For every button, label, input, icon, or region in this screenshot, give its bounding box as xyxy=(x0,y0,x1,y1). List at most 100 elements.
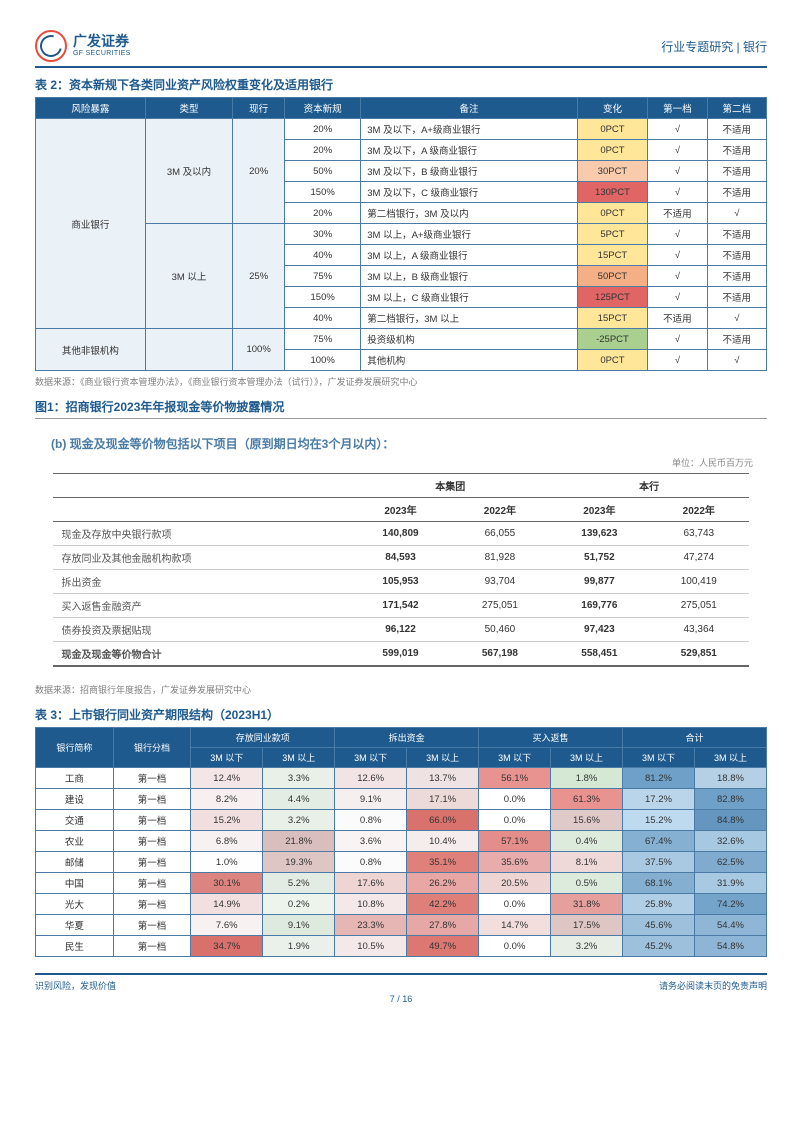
table3-cell: 45.6% xyxy=(623,915,695,936)
table3-cell: 华夏 xyxy=(36,915,114,936)
table2-cell: √ xyxy=(648,350,707,371)
table3-header: 拆出资金 xyxy=(335,728,479,748)
table2-cell: 商业银行 xyxy=(36,119,146,329)
table2-cell: 0PCT xyxy=(577,119,648,140)
table3-cell: 第一档 xyxy=(113,936,191,957)
table3-subheader: 3M 以下 xyxy=(191,748,263,768)
fig1-unit: 单位：人民币百万元 xyxy=(39,456,753,469)
table3-cell: 3.3% xyxy=(263,768,335,789)
table3-cell: 82.8% xyxy=(694,789,766,810)
table3-cell: 第一档 xyxy=(113,852,191,873)
fig-cell: 100,419 xyxy=(649,570,748,594)
fig-year: 2023年 xyxy=(351,498,450,522)
page-header: 广发证券 GF SECURITIES 行业专题研究 | 银行 xyxy=(35,30,767,68)
table2-header: 资本新规 xyxy=(285,98,361,119)
fig-cell: 84,593 xyxy=(351,546,450,570)
table2-cell: 第二档银行，3M 及以内 xyxy=(361,203,577,224)
table3-cell: 49.7% xyxy=(407,936,479,957)
table3-cell: 第一档 xyxy=(113,915,191,936)
table2-cell: 不适用 xyxy=(707,140,766,161)
table3-cell: 17.6% xyxy=(335,873,407,894)
table3-cell: 35.6% xyxy=(479,852,551,873)
table3-cell: 67.4% xyxy=(623,831,695,852)
table2-cell: √ xyxy=(648,140,707,161)
table2-cell: 0PCT xyxy=(577,203,648,224)
fig1-title: 图1：招商银行2023年年报现金等价物披露情况 xyxy=(35,398,767,419)
table3-cell: 0.5% xyxy=(551,873,623,894)
fig-cell: 139,623 xyxy=(550,522,649,546)
table2-cell: √ xyxy=(648,266,707,287)
table3-cell: 0.0% xyxy=(479,936,551,957)
fig-cell: 558,451 xyxy=(550,642,649,667)
table3-cell: 0.0% xyxy=(479,789,551,810)
table3-cell: 交通 xyxy=(36,810,114,831)
page-footer: 识别风险，发现价值 请务必阅读末页的免责声明 xyxy=(35,973,767,992)
fig-cell: 97,423 xyxy=(550,618,649,642)
table3-cell: 14.9% xyxy=(191,894,263,915)
table3-cell: 84.8% xyxy=(694,810,766,831)
table3-cell: 17.2% xyxy=(623,789,695,810)
table2-cell: 30PCT xyxy=(577,161,648,182)
table3-cell: 21.8% xyxy=(263,831,335,852)
table3-cell: 13.7% xyxy=(407,768,479,789)
fig-cell: 47,274 xyxy=(649,546,748,570)
table3-cell: 66.0% xyxy=(407,810,479,831)
table3-cell: 62.5% xyxy=(694,852,766,873)
header-right: 行业专题研究 | 银行 xyxy=(661,38,767,55)
table3-cell: 18.8% xyxy=(694,768,766,789)
table3-cell: 农业 xyxy=(36,831,114,852)
table3-cell: 25.8% xyxy=(623,894,695,915)
table2-cell: 15PCT xyxy=(577,245,648,266)
fig-cell: 529,851 xyxy=(649,642,748,667)
table3-header: 买入返售 xyxy=(479,728,623,748)
table3-cell: 42.2% xyxy=(407,894,479,915)
fig-cell: 169,776 xyxy=(550,594,649,618)
table3-cell: 15.2% xyxy=(623,810,695,831)
table2-cell: 130PCT xyxy=(577,182,648,203)
table2-cell: 3M 以上，B 级商业银行 xyxy=(361,266,577,287)
fig-cell: 63,743 xyxy=(649,522,748,546)
table3-cell: 0.2% xyxy=(263,894,335,915)
table2-cell: 不适用 xyxy=(707,287,766,308)
logo-icon xyxy=(35,30,67,62)
table3-cell: 37.5% xyxy=(623,852,695,873)
fig-cell: 买入返售金融资产 xyxy=(53,594,350,618)
table3-cell: 1.9% xyxy=(263,936,335,957)
table2-cell: 0PCT xyxy=(577,350,648,371)
table2-cell: 40% xyxy=(285,245,361,266)
table3-cell: 6.8% xyxy=(191,831,263,852)
table2-cell: 3M 及以下，A 级商业银行 xyxy=(361,140,577,161)
table3-cell: 光大 xyxy=(36,894,114,915)
table2-cell: 其他机构 xyxy=(361,350,577,371)
table3-cell: 3.2% xyxy=(263,810,335,831)
table3-subheader: 3M 以上 xyxy=(694,748,766,768)
table3-cell: 74.2% xyxy=(694,894,766,915)
table2-cell: -25PCT xyxy=(577,329,648,350)
table3-cell: 14.7% xyxy=(479,915,551,936)
table3-cell: 0.8% xyxy=(335,810,407,831)
table3-cell: 20.5% xyxy=(479,873,551,894)
table3-cell: 61.3% xyxy=(551,789,623,810)
table2-cell xyxy=(145,329,232,371)
table3-cell: 第一档 xyxy=(113,789,191,810)
table3-cell: 26.2% xyxy=(407,873,479,894)
fig-cell: 81,928 xyxy=(450,546,549,570)
table3-cell: 54.4% xyxy=(694,915,766,936)
table2-cell: √ xyxy=(648,224,707,245)
table3-cell: 0.8% xyxy=(335,852,407,873)
fig-cell: 拆出资金 xyxy=(53,570,350,594)
table3-cell: 68.1% xyxy=(623,873,695,894)
table2-cell: √ xyxy=(648,161,707,182)
table2-cell: 20% xyxy=(285,119,361,140)
table3-subheader: 3M 以上 xyxy=(263,748,335,768)
table2-header: 变化 xyxy=(577,98,648,119)
page-number: 7 / 16 xyxy=(35,994,767,1004)
table3-header: 存放同业款项 xyxy=(191,728,335,748)
fig-year: 2023年 xyxy=(550,498,649,522)
table2-cell: 25% xyxy=(233,224,285,329)
table2-cell: 50% xyxy=(285,161,361,182)
table2-title: 表 2：资本新规下各类同业资产风险权重变化及适用银行 xyxy=(35,76,767,93)
table2-cell: √ xyxy=(648,245,707,266)
table3-cell: 9.1% xyxy=(263,915,335,936)
table2-header: 第二档 xyxy=(707,98,766,119)
